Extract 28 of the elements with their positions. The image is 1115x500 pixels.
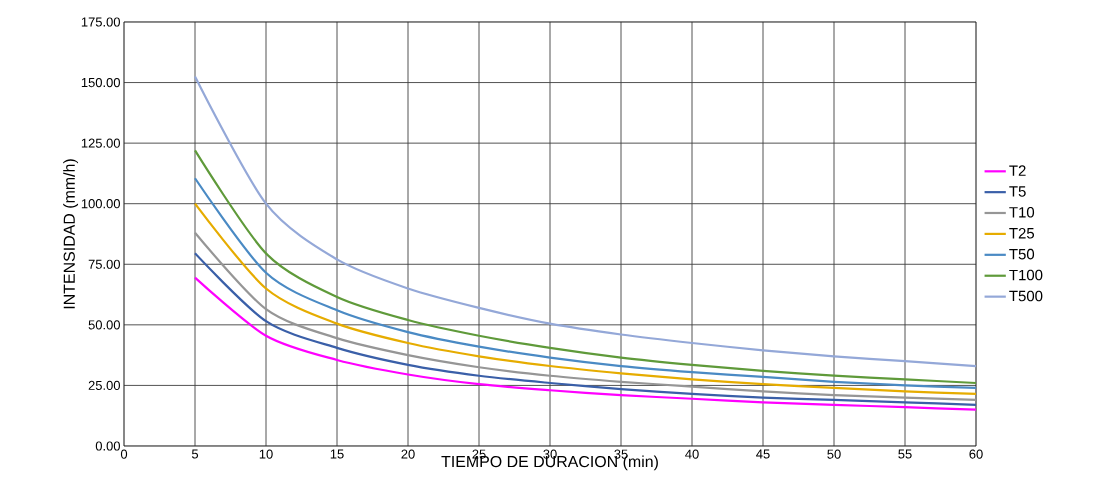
line-series bbox=[193, 276, 978, 411]
legend-label: T500 bbox=[1009, 290, 1043, 302]
x-tick-label: 0 bbox=[120, 449, 128, 459]
x-tick-label: 55 bbox=[898, 449, 912, 459]
legend-label: T5 bbox=[1009, 186, 1026, 197]
legend-label: T2 bbox=[1009, 165, 1026, 176]
y-axis-title: INTENSIDAD (mm/h) bbox=[63, 159, 79, 309]
x-tick-label: 10 bbox=[259, 449, 273, 459]
y-tick-label: 175.00 bbox=[81, 17, 120, 27]
y-tick-label: 0.00 bbox=[95, 441, 120, 451]
x-tick-label: 5 bbox=[191, 449, 199, 459]
legend-label: T25 bbox=[1009, 227, 1035, 239]
y-tick-label: 100.00 bbox=[81, 199, 120, 209]
y-tick-label: 125.00 bbox=[81, 138, 120, 148]
x-tick-label: 45 bbox=[756, 449, 770, 459]
y-tick-label: 75.00 bbox=[88, 259, 120, 269]
legend-label: T10 bbox=[1009, 207, 1035, 218]
x-tick-label: 20 bbox=[401, 449, 415, 459]
x-tick-label: 60 bbox=[969, 449, 983, 459]
x-tick-label: 50 bbox=[827, 449, 841, 459]
x-tick-label: 15 bbox=[330, 449, 344, 459]
y-tick-label: 150.00 bbox=[81, 77, 120, 88]
legend-label: T50 bbox=[1009, 248, 1035, 260]
y-tick-label: 50.00 bbox=[88, 320, 120, 330]
y-tick-label: 25.00 bbox=[88, 380, 120, 390]
legend-label: T100 bbox=[1009, 269, 1043, 281]
line-series bbox=[193, 75, 978, 368]
x-tick-label: 40 bbox=[685, 449, 699, 459]
